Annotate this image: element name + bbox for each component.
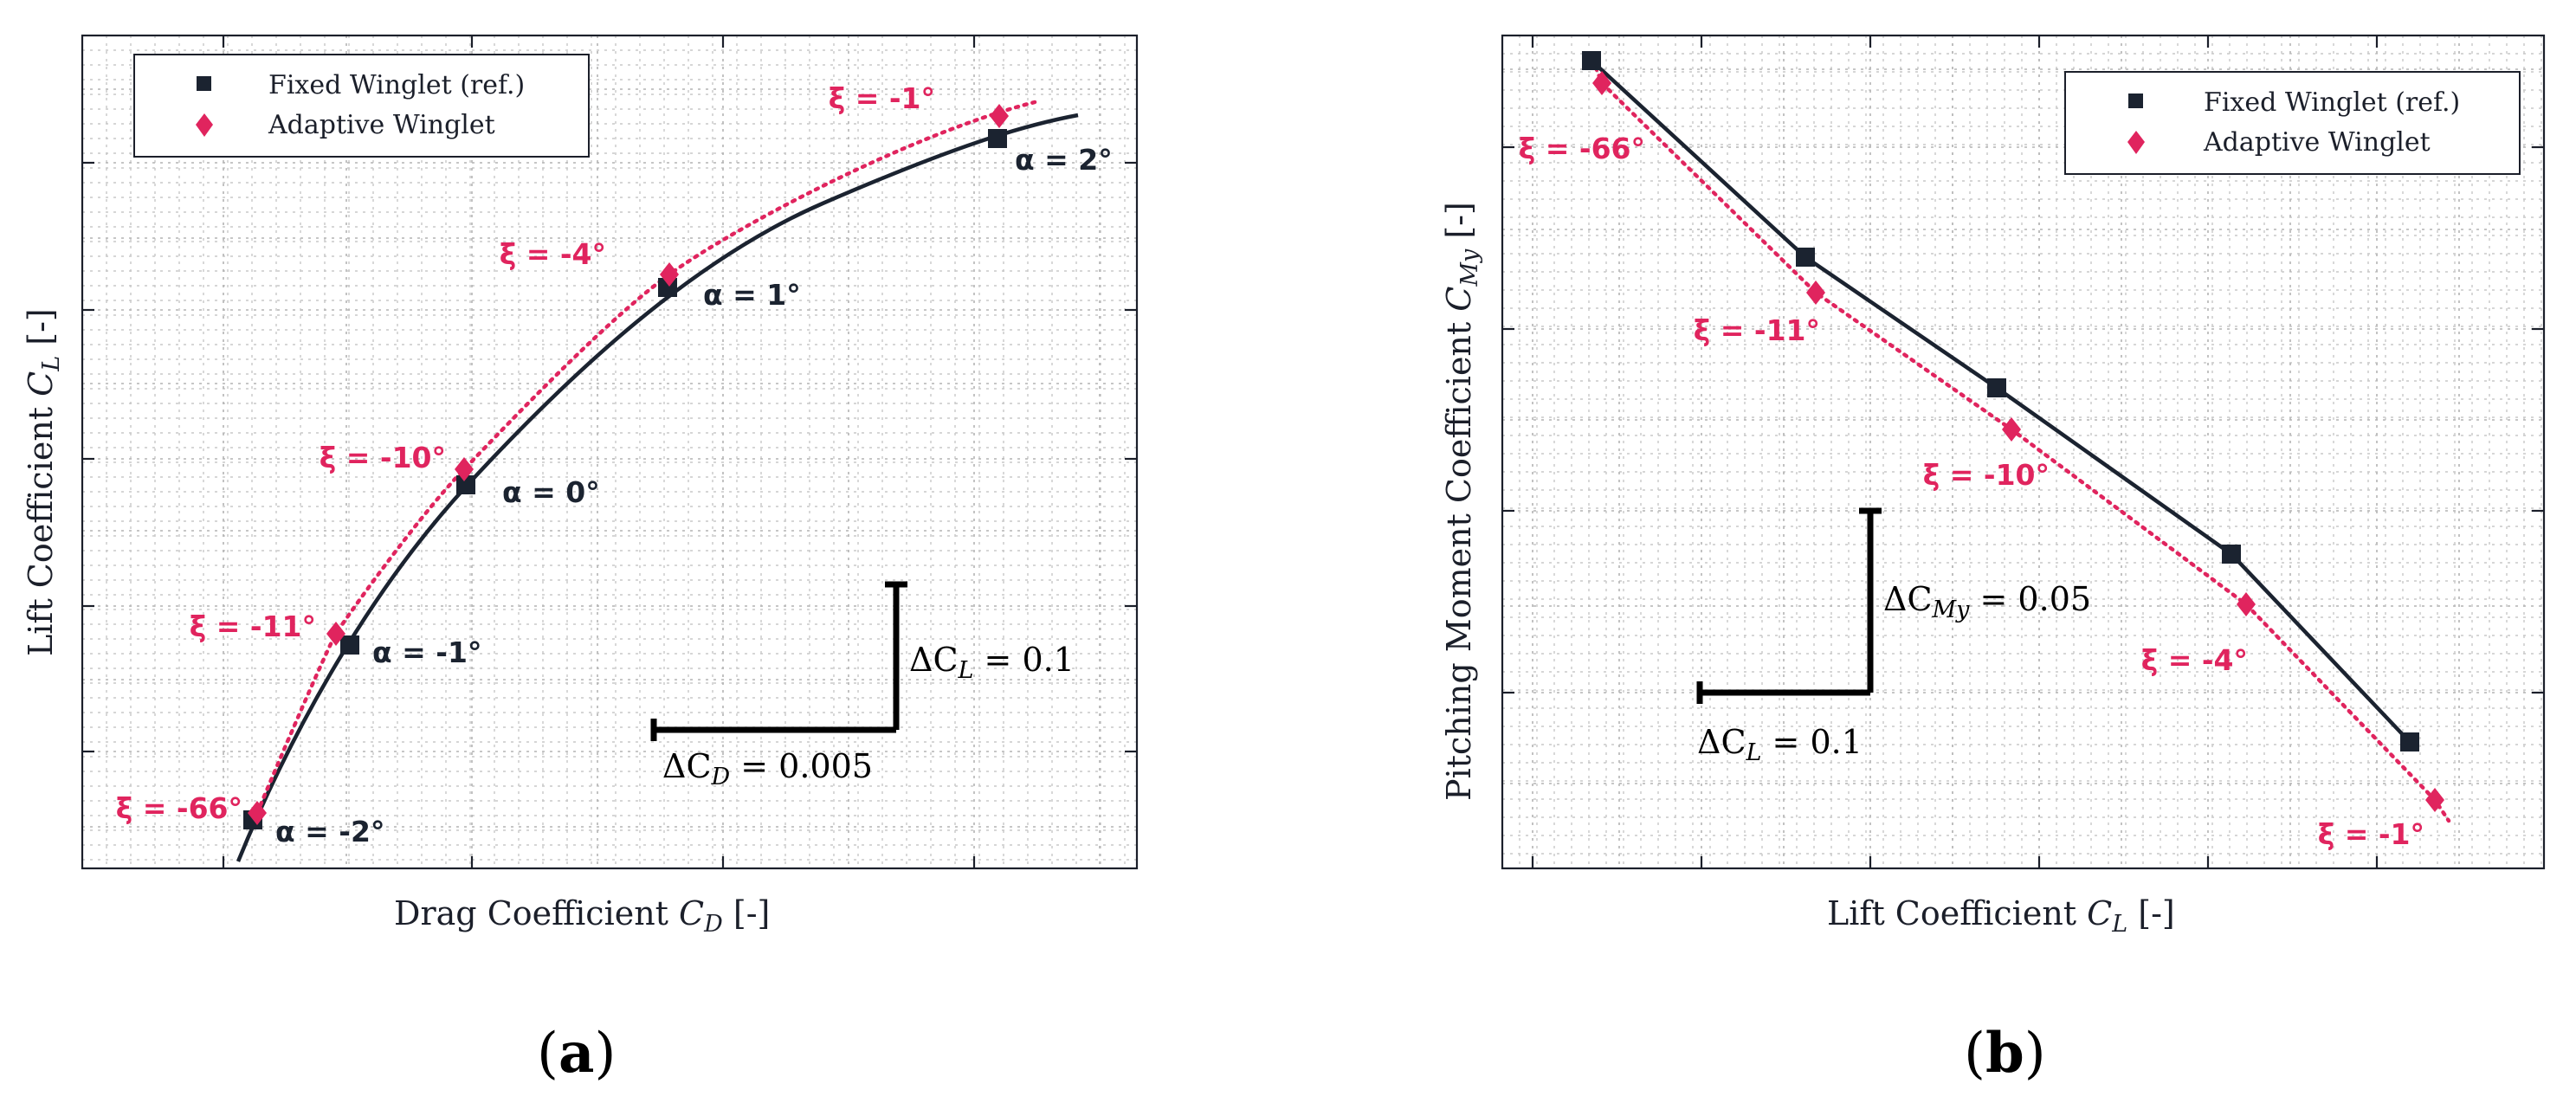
panel-b-series (1582, 51, 2451, 823)
panel-b-legend-box (2064, 71, 2521, 175)
xi-label: ξ = -10° (1923, 458, 2050, 492)
xi-label: ξ = -66° (116, 791, 242, 825)
legend-adaptive-marker (2127, 131, 2145, 154)
panel-a-label: (a) (537, 1021, 616, 1086)
adaptive-winglet-point (1592, 71, 1611, 95)
panel-a-plot-frame (81, 34, 1139, 870)
panel-a-series (236, 100, 1079, 862)
panel-b-moment-scale-label: ΔCMy = 0.05 (1883, 580, 2091, 623)
adaptive-winglet-curve (255, 100, 1037, 816)
panel-a-scale-bars: ΔCD = 0.005 ΔCL = 0.1 (650, 581, 1075, 790)
panel-b-ticks (1502, 35, 2544, 868)
panel-b-grid (1502, 35, 2544, 868)
adaptive-winglet-point (1806, 281, 1825, 305)
panel-a-y-axis-label: Lift Coefficient CL [-] (22, 308, 65, 656)
xi-label: ξ = -11° (190, 610, 316, 643)
panel-b-y-axis-label: Pitching Moment Coefficient CMy [-] (1440, 202, 1483, 801)
legend-fixed-label: Fixed Winglet (ref.) (268, 70, 525, 100)
fixed-winglet-point (2222, 545, 2241, 564)
panel-b-legend: Fixed Winglet (ref.) Adaptive Winglet (2064, 71, 2521, 175)
fixed-winglet-point (1582, 51, 1601, 70)
xi-label: ξ = -4° (500, 237, 606, 271)
adaptive-winglet-point (660, 262, 679, 287)
alpha-label: α = 0° (502, 475, 600, 509)
panel-a-drag-scale-label: ΔCD = 0.005 (662, 747, 873, 790)
panel-a-point-labels: α = -2° α = -1° α = 0° α = 1° α = 2° ξ = -66°… (116, 81, 1113, 848)
legend-fixed-label: Fixed Winglet (ref.) (2204, 87, 2460, 118)
panel-b-plot-frame (1501, 34, 2546, 870)
fixed-winglet-point (2400, 732, 2419, 751)
fixed-winglet-point (1796, 248, 1815, 267)
fixed-winglet-point (456, 475, 475, 494)
panel-b-x-axis-label: Lift Coefficient CL [-] (1827, 894, 2175, 938)
panel-b-chart: ξ = -66° ξ = -11° ξ = -10° ξ = -4° ξ = -1° F… (1440, 34, 2546, 1086)
fixed-winglet-point (988, 129, 1007, 148)
alpha-label: α = 1° (703, 278, 801, 312)
panel-a-legend-box (133, 54, 590, 158)
panel-a-chart: α = -2° α = -1° α = 0° α = 1° α = 2° ξ = -66°… (22, 34, 1139, 1086)
adaptive-winglet-point (455, 457, 474, 481)
fixed-winglet-point (340, 635, 359, 655)
panel-a-lift-scale-label: ΔCL = 0.1 (909, 641, 1075, 684)
panel-a-legend: Fixed Winglet (ref.) Adaptive Winglet (133, 54, 590, 158)
xi-label: ξ = -1° (2318, 817, 2424, 851)
alpha-label: α = 2° (1015, 143, 1113, 177)
panel-b-lift-scale-label: ΔCL = 0.1 (1697, 723, 1863, 766)
alpha-label: α = -1° (372, 635, 481, 669)
xi-label: ξ = -10° (320, 441, 446, 474)
adaptive-winglet-point (2425, 788, 2444, 812)
panel-b-point-labels: ξ = -66° ξ = -11° ξ = -10° ξ = -4° ξ = -1° (1519, 132, 2424, 851)
xi-label: ξ = -4° (2141, 643, 2248, 677)
adaptive-winglet-point (2002, 417, 2021, 442)
fixed-winglet-fit-curve (236, 113, 1079, 862)
xi-label: ξ = -1° (829, 81, 935, 115)
panel-a-grid (82, 35, 1137, 868)
adaptive-winglet-point (326, 622, 345, 646)
panel-b-label: (b) (1964, 1021, 2046, 1086)
alpha-label: α = -2° (275, 815, 384, 848)
xi-label: ξ = -11° (1694, 313, 1820, 347)
panel-a-x-axis-label: Drag Coefficient CD [-] (394, 894, 770, 938)
panel-b-scale-bars: ΔCL = 0.1 ΔCMy = 0.05 (1696, 507, 2091, 766)
adaptive-winglet-point (2237, 592, 2256, 616)
adaptive-winglet-point (248, 801, 267, 825)
legend-fixed-marker (197, 76, 211, 91)
fixed-winglet-point (1987, 378, 2006, 397)
legend-adaptive-marker (196, 113, 213, 137)
adaptive-winglet-point (990, 104, 1009, 128)
xi-label: ξ = -66° (1519, 132, 1645, 165)
legend-fixed-marker (2128, 94, 2143, 108)
legend-adaptive-label: Adaptive Winglet (2203, 127, 2431, 158)
panel-a-ticks (82, 35, 1137, 868)
legend-adaptive-label: Adaptive Winglet (268, 110, 495, 140)
